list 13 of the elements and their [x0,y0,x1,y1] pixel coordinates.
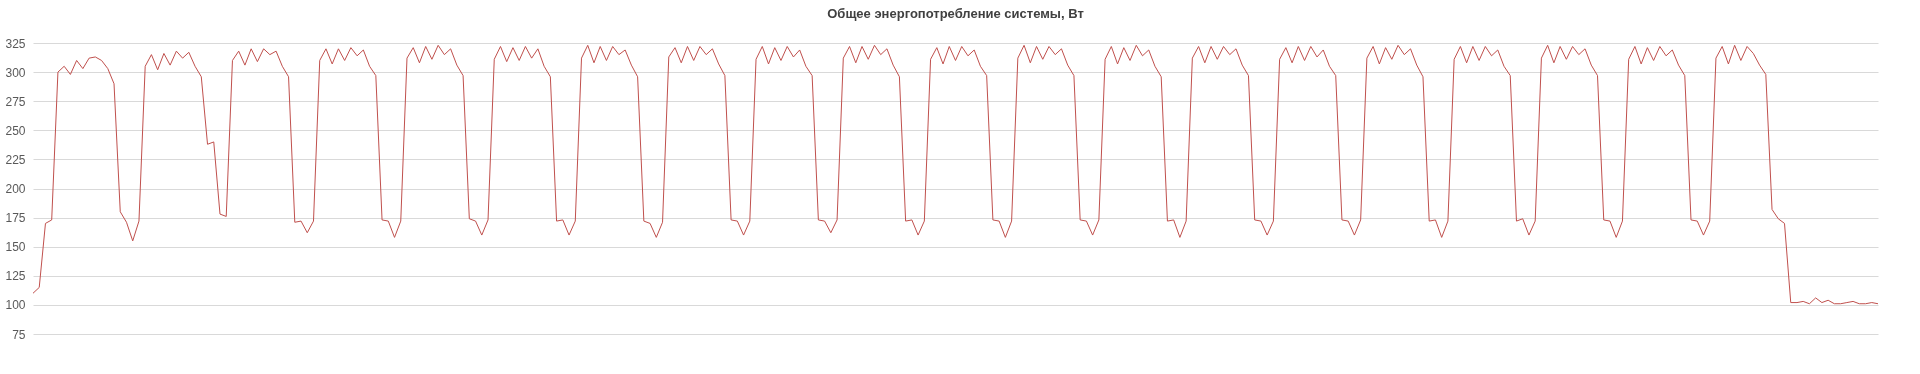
y-tick-label: 325 [5,36,26,51]
y-tick-label: 75 [12,327,26,342]
line-series [32,44,1879,305]
y-tick-label: 225 [5,152,26,167]
y-tick-label: 150 [5,240,26,255]
y-tick-label: 275 [5,94,26,109]
y-tick-label: 175 [5,211,26,226]
y-tick-label: 100 [5,298,26,313]
y-tick-label: 125 [5,269,26,284]
y-tick-label: 250 [5,123,26,138]
y-tick-label: 200 [5,182,26,196]
chart-title: Общее энергопотребление системы, Вт [827,6,1084,21]
y-tick-label: 300 [5,65,26,80]
